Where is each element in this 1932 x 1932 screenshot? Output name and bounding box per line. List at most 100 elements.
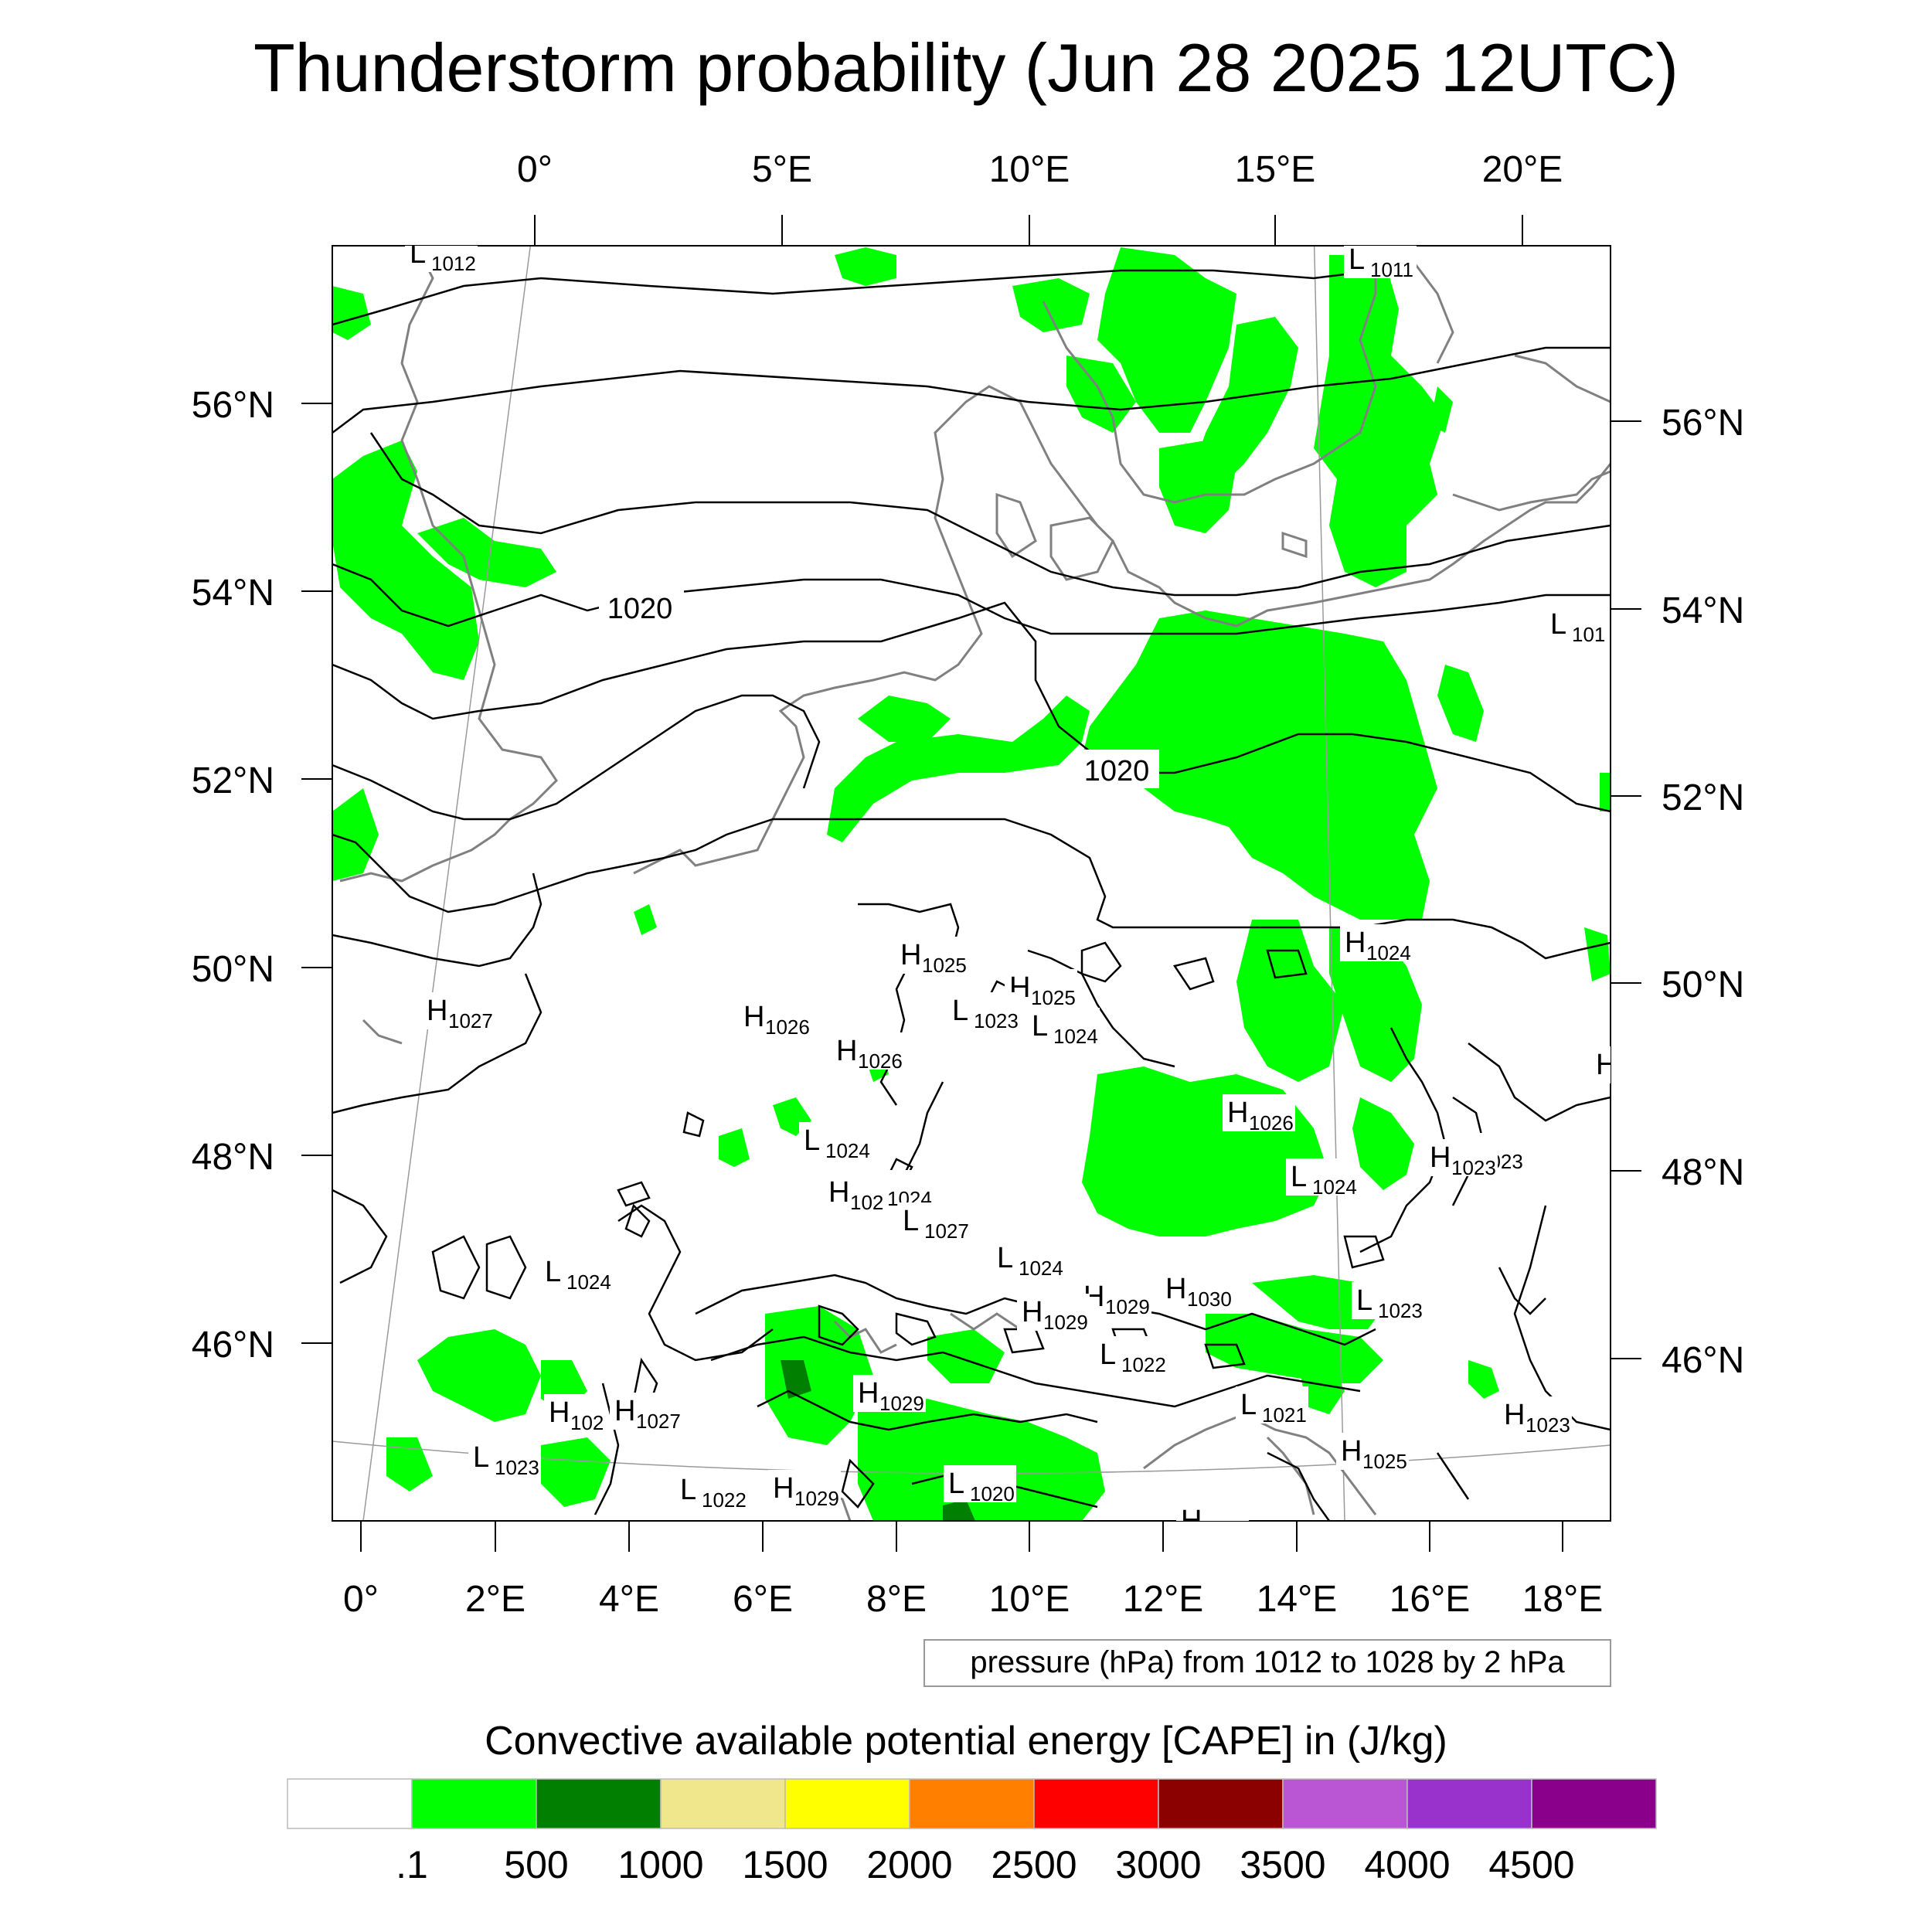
pressure-center-value: 1025 [1031, 986, 1076, 1009]
pressure-center-value: 1022 [702, 1488, 747, 1512]
right-lat-label: 54°N [1662, 590, 1744, 631]
pressure-center-letter: H [836, 1035, 857, 1067]
left-lat-label: 50°N [192, 949, 274, 990]
colorbar-swatch [1282, 1778, 1408, 1829]
colorbar-swatch [1158, 1778, 1284, 1829]
high-pressure-marker: H 1025 [1336, 1433, 1409, 1473]
pressure-center-letter: L [804, 1124, 820, 1157]
pressure-center-value: 1029 [794, 1487, 839, 1510]
low-pressure-marker: L 101 [1546, 606, 1606, 646]
colorbar-swatch [1406, 1778, 1532, 1829]
high-pressure-marker: H 1026 [1223, 1094, 1295, 1134]
pressure-center-value: 1026 [1617, 1063, 1662, 1087]
high-pressure-marker: H 102 [544, 1394, 604, 1434]
bottom-lon-label: 12°E [1123, 1579, 1204, 1620]
pressure-center-value: 1024 [825, 1139, 870, 1162]
pressure-center-value: 1030 [1187, 1287, 1232, 1311]
pressure-center-letter: H [743, 1001, 764, 1033]
pressure-center-letter: L [1291, 1161, 1307, 1193]
pressure-center-value: 1012 [431, 252, 476, 275]
colorbar-label: 2000 [866, 1843, 952, 1886]
pressure-center-value: 1024 [1366, 941, 1411, 964]
high-pressure-marker: H 102 [824, 1174, 884, 1214]
pressure-center-letter: L [410, 237, 426, 270]
pressure-center-value: 1029 [879, 1392, 924, 1415]
top-lon-label: 10°E [989, 149, 1070, 190]
pressure-center-letter: H [1341, 1435, 1362, 1468]
isobar-label: 1020 [607, 593, 673, 625]
pressure-center-value: 1026 [858, 1049, 903, 1073]
colorbar-swatch [784, 1778, 910, 1829]
colorbar-label: 500 [504, 1843, 568, 1886]
map-frame [332, 245, 1611, 1522]
isobars [332, 269, 1611, 1521]
low-pressure-marker: L 1021 [1236, 1386, 1308, 1427]
pressure-center-letter: L [903, 1205, 919, 1237]
left-lat-label: 46°N [192, 1325, 274, 1366]
pressure-caption-box: pressure (hPa) from 1012 to 1028 by 2 hP… [923, 1639, 1611, 1687]
pressure-center-letter: H [549, 1396, 570, 1429]
pressure-center-value: 1024 [566, 1270, 611, 1294]
colorbar-label: 3500 [1240, 1843, 1325, 1886]
pressure-center-letter: H [614, 1395, 635, 1427]
pressure-center-value: 1025 [1362, 1450, 1407, 1473]
low-pressure-marker: L 1023 [947, 992, 1020, 1032]
high-pressure-marker: H 1029 [1079, 1278, 1151, 1318]
low-pressure-marker: L 1020 [944, 1465, 1016, 1505]
colorbar-swatch [287, 1778, 413, 1829]
left-lat-label: 56°N [192, 385, 274, 426]
high-pressure-marker: H 1029 [768, 1470, 841, 1510]
pressure-caption: pressure (hPa) from 1012 to 1028 by 2 hP… [970, 1645, 1565, 1679]
colorbar-swatch [660, 1778, 786, 1829]
isobar-contour-labels: 1020 1020 [607, 593, 1150, 787]
high-pressure-marker: H 1027 [422, 992, 495, 1032]
right-lat-ticks [1611, 420, 1641, 1359]
pressure-center-letter: H [1430, 1141, 1451, 1174]
pressure-center-value: 1029 [1202, 1519, 1247, 1543]
isobar-label: 1020 [1084, 755, 1150, 787]
pressure-center-letter: H [1022, 1296, 1043, 1328]
pressure-center-value: 1024 [1312, 1175, 1357, 1199]
pressure-center-value: 1023 [974, 1009, 1019, 1032]
pressure-center-value: 1027 [448, 1009, 493, 1032]
left-lat-labels: 56°N 54°N 52°N 50°N 48°N 46°N [192, 385, 274, 1366]
high-pressure-marker: H 1026 [739, 998, 811, 1039]
pressure-center-letter: L [473, 1441, 489, 1474]
pressure-center-letter: L [997, 1242, 1013, 1274]
colorbar-label: 1000 [617, 1843, 703, 1886]
map-area [332, 246, 1611, 1521]
pressure-center-value: 1024 [1053, 1025, 1098, 1048]
pressure-center-letter: L [680, 1474, 696, 1506]
pressure-center-value: 1027 [924, 1219, 969, 1243]
cape-dark-patch [781, 1360, 975, 1521]
bottom-lon-label: 0° [343, 1579, 379, 1620]
pressure-center-letter: H [1596, 1049, 1617, 1081]
top-lon-label: 20°E [1482, 149, 1563, 190]
pressure-center-letter: L [545, 1256, 561, 1288]
pressure-center-value: 1023 [1451, 1156, 1496, 1179]
high-pressure-marker: H 1026 [832, 1032, 904, 1073]
pressure-center-value: 101 [1572, 623, 1605, 646]
left-lat-label: 52°N [192, 760, 274, 801]
high-pressure-marker: H 1025 [896, 937, 968, 977]
pressure-center-letter: H [1181, 1505, 1202, 1537]
bottom-lon-labels: 0° 2°E 4°E 6°E 8°E 10°E 12°E 14°E 16°E 1… [343, 1579, 1603, 1620]
high-pressure-marker: H 1026 [1591, 1046, 1662, 1087]
left-lat-ticks [301, 403, 332, 1344]
pressure-center-value: 1025 [922, 954, 967, 977]
colorbar-label: 4000 [1364, 1843, 1450, 1886]
colorbar-label: 4500 [1488, 1843, 1574, 1886]
pressure-center-value: 1011 [1370, 258, 1413, 281]
pressure-center-value: 1023 [1378, 1299, 1423, 1322]
pressure-center-value: 1022 [1121, 1353, 1166, 1376]
colorbar-title: Convective available potential energy [C… [485, 1719, 1447, 1764]
pressure-center-letter: L [1240, 1389, 1257, 1421]
high-pressure-marker: H 1029 [1176, 1502, 1249, 1543]
pressure-center-letter: L [1100, 1338, 1116, 1371]
top-lon-label: 5°E [752, 149, 812, 190]
pressure-center-letter: L [1550, 608, 1566, 641]
